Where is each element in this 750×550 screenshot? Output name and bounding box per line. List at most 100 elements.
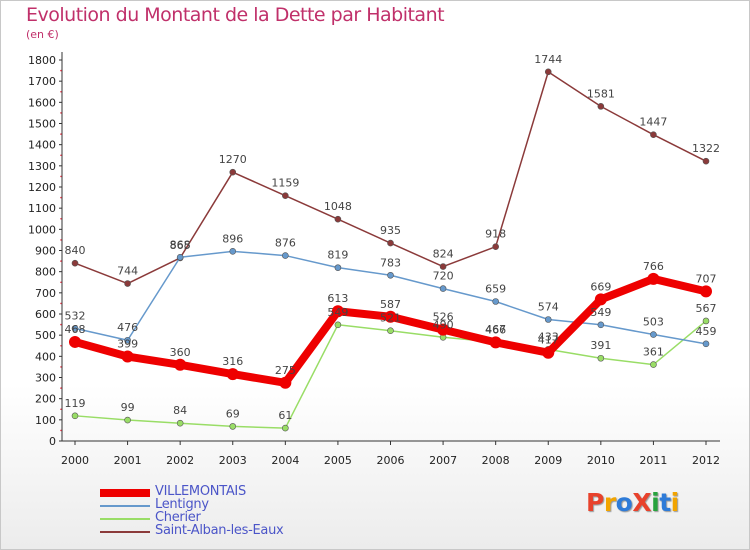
data-point-lentigny	[176, 253, 184, 261]
data-point-saint-alban-les-eaux	[702, 157, 710, 165]
legend-label: Cherier	[155, 510, 201, 525]
y-minor-tick	[60, 387, 62, 389]
data-point-saint-alban-les-eaux	[439, 263, 447, 270]
data-point-cherier	[229, 423, 237, 430]
data-label: 1744	[534, 53, 562, 66]
data-label: 503	[643, 316, 664, 329]
data-point-villemontais	[279, 376, 292, 389]
y-tick-label: 300	[35, 372, 56, 385]
data-point-villemontais	[331, 305, 344, 318]
data-label: 467	[485, 323, 506, 336]
data-point-villemontais	[384, 310, 397, 323]
logo-letter: t	[659, 488, 671, 517]
y-minor-tick	[60, 344, 62, 347]
data-label: 433	[538, 330, 559, 343]
data-label: 1159	[271, 177, 299, 190]
y-minor-tick	[60, 323, 62, 326]
data-label: 84	[173, 404, 187, 417]
y-tick-label: 1800	[28, 54, 56, 67]
proxiti-logo: ProXiti	[586, 488, 679, 517]
data-label: 549	[327, 306, 348, 319]
legend-swatch	[100, 518, 150, 520]
logo-letter: X	[632, 488, 652, 517]
data-label: 613	[327, 292, 348, 305]
data-point-lentigny	[702, 340, 710, 348]
x-tick-label: 2003	[219, 454, 247, 467]
data-label: 1581	[587, 87, 615, 100]
data-label: 935	[380, 224, 401, 237]
data-label: 567	[696, 302, 717, 315]
y-minor-tick	[60, 302, 62, 305]
y-tick-label: 700	[35, 287, 56, 300]
y-tick-label: 1300	[28, 160, 56, 173]
data-label: 490	[433, 318, 454, 331]
data-point-cherier	[702, 317, 710, 325]
data-label: 720	[433, 270, 454, 283]
y-tick-label: 800	[35, 266, 56, 279]
data-point-cherier	[597, 354, 605, 362]
y-minor-tick	[60, 69, 62, 72]
data-point-villemontais	[594, 293, 607, 306]
data-label: 69	[226, 407, 240, 420]
data-label: 316	[222, 355, 243, 368]
y-minor-tick	[60, 281, 62, 284]
data-label: 399	[117, 338, 138, 351]
data-point-cherier	[124, 416, 131, 424]
data-label: 876	[275, 237, 296, 250]
logo-letter: i	[651, 488, 660, 517]
data-label: 468	[65, 323, 86, 336]
y-minor-tick	[60, 112, 62, 114]
data-point-villemontais	[121, 350, 134, 363]
line-chart: 0 100 200 300 400 500 600 700 800 900 1000 1100 1200…	[28, 52, 721, 467]
data-label: 669	[590, 280, 611, 293]
x-tick-label: 2000	[61, 454, 89, 467]
data-label: 707	[696, 272, 717, 285]
legend-label: Saint-Alban-les-Eaux	[155, 523, 284, 538]
data-label: 783	[380, 256, 401, 269]
y-tick-label: 1200	[28, 181, 56, 194]
x-tick-label: 2008	[482, 454, 510, 467]
data-point-saint-alban-les-eaux	[387, 239, 394, 247]
data-point-cherier	[176, 419, 184, 427]
x-tick-label: 2002	[166, 454, 194, 467]
y-tick-label: 600	[35, 308, 56, 321]
y-tick-label: 400	[35, 350, 56, 363]
legend-swatch	[100, 531, 150, 533]
y-tick-label: 1000	[28, 223, 56, 236]
legend-item: Lentigny	[100, 497, 340, 513]
logo-letter: r	[603, 488, 616, 517]
data-label: 819	[327, 249, 348, 262]
y-tick-label: 1600	[28, 96, 56, 109]
data-label: 466	[485, 323, 506, 336]
data-labels: 468 399 360 316 275 613 587 526 466 417 669 766 707 5…	[65, 53, 721, 422]
data-label: 532	[65, 309, 86, 322]
y-minor-tick	[60, 175, 62, 178]
data-point-cherier	[387, 327, 394, 335]
y-tick-label: 500	[35, 329, 56, 342]
y-tick-label: 200	[35, 393, 56, 406]
y-minor-tick	[60, 196, 62, 199]
data-point-lentigny	[71, 325, 79, 332]
data-point-saint-alban-les-eaux	[597, 103, 605, 110]
data-point-lentigny	[439, 285, 447, 292]
data-point-saint-alban-les-eaux	[492, 243, 499, 250]
data-label: 119	[65, 397, 86, 410]
data-label: 549	[590, 306, 611, 319]
y-minor-tick	[60, 90, 62, 93]
legend-item: Cherier	[100, 510, 340, 526]
y-tick-label: 0	[49, 435, 56, 448]
data-point-lentigny	[650, 331, 657, 338]
y-minor-tick	[60, 429, 62, 432]
data-label: 574	[538, 301, 559, 314]
data-point-saint-alban-les-eaux	[544, 68, 552, 76]
y-minor-tick	[60, 239, 62, 241]
data-point-lentigny	[334, 264, 342, 271]
data-label: 587	[380, 298, 401, 311]
data-label: 1322	[692, 142, 720, 155]
y-tick-label: 1400	[28, 139, 56, 152]
data-label: 521	[380, 312, 401, 325]
legend-label: VILLEMONTAIS	[155, 484, 246, 499]
data-point-villemontais	[542, 346, 555, 359]
data-point-lentigny	[282, 252, 289, 259]
